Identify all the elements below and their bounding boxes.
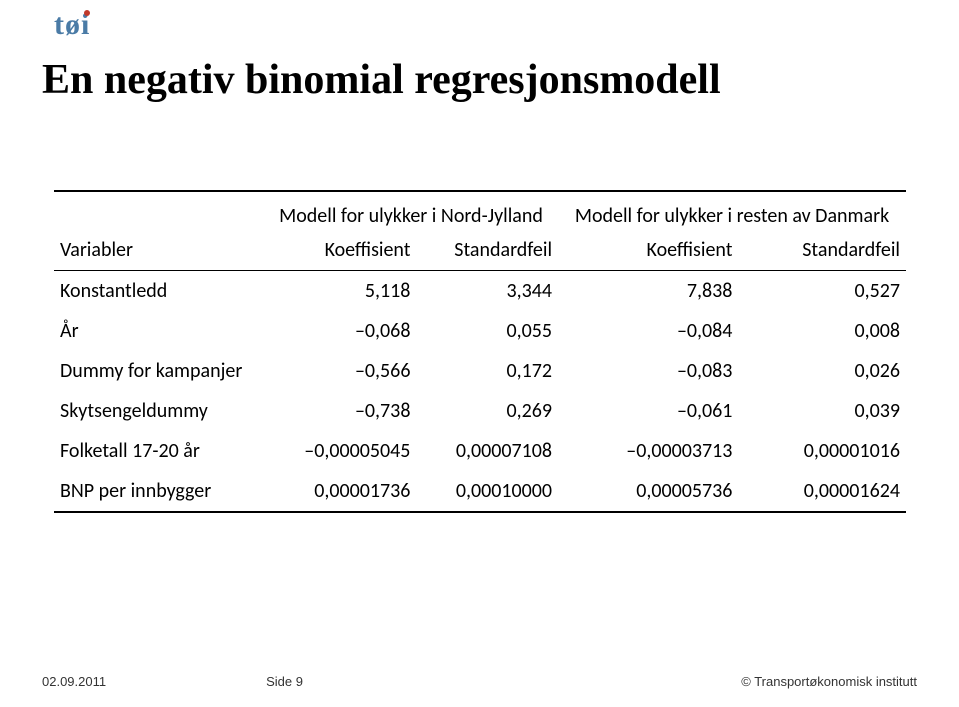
cell: 0,00010000: [416, 471, 558, 512]
cell: 7,838: [558, 271, 738, 312]
group-header-empty: [54, 191, 264, 230]
cell: 5,118: [264, 271, 416, 312]
row-label: Skytsengeldummy: [54, 391, 264, 431]
row-label: Dummy for kampanjer: [54, 351, 264, 391]
row-label: BNP per innbygger: [54, 471, 264, 512]
cell: 0,527: [738, 271, 906, 312]
cell: 0,172: [416, 351, 558, 391]
table-group-header-row: Modell for ulykker i Nord-Jylland Modell…: [54, 191, 906, 230]
cell: –0,566: [264, 351, 416, 391]
footer-date: 02.09.2011: [42, 674, 106, 689]
table-row: Folketall 17-20 år –0,00005045 0,0000710…: [54, 431, 906, 471]
row-label: Konstantledd: [54, 271, 264, 312]
group-header-resten-danmark: Modell for ulykker i resten av Danmark: [558, 191, 906, 230]
col-header-koef-1: Koeffisient: [264, 230, 416, 271]
cell: 0,00007108: [416, 431, 558, 471]
table-row: BNP per innbygger 0,00001736 0,00010000 …: [54, 471, 906, 512]
col-header-variabler: Variabler: [54, 230, 264, 271]
table-col-header-row: Variabler Koeffisient Standardfeil Koeff…: [54, 230, 906, 271]
cell: –0,084: [558, 311, 738, 351]
cell: 0,00001624: [738, 471, 906, 512]
cell: 0,039: [738, 391, 906, 431]
table-row: Dummy for kampanjer –0,566 0,172 –0,083 …: [54, 351, 906, 391]
cell: –0,083: [558, 351, 738, 391]
slide-title: En negativ binomial regresjonsmodell: [42, 56, 721, 104]
cell: 0,00001736: [264, 471, 416, 512]
table-row: Konstantledd 5,118 3,344 7,838 0,527: [54, 271, 906, 312]
cell: 0,055: [416, 311, 558, 351]
cell: 0,00001016: [738, 431, 906, 471]
col-header-stdf-1: Standardfeil: [416, 230, 558, 271]
table-row: Skytsengeldummy –0,738 0,269 –0,061 0,03…: [54, 391, 906, 431]
cell: –0,061: [558, 391, 738, 431]
cell: –0,738: [264, 391, 416, 431]
cell: –0,068: [264, 311, 416, 351]
col-header-stdf-2: Standardfeil: [738, 230, 906, 271]
footer-copyright: © Transportøkonomisk institutt: [741, 674, 917, 689]
logo: tøi: [54, 8, 90, 42]
table-row: År –0,068 0,055 –0,084 0,008: [54, 311, 906, 351]
cell: 0,026: [738, 351, 906, 391]
cell: 3,344: [416, 271, 558, 312]
slide-footer: 02.09.2011 Side 9 © Transportøkonomisk i…: [42, 674, 917, 689]
footer-page: Side 9: [266, 674, 303, 689]
cell: 0,269: [416, 391, 558, 431]
cell: 0,00005736: [558, 471, 738, 512]
row-label: Folketall 17-20 år: [54, 431, 264, 471]
regression-table: Modell for ulykker i Nord-Jylland Modell…: [54, 190, 906, 513]
cell: –0,00003713: [558, 431, 738, 471]
table-body: Konstantledd 5,118 3,344 7,838 0,527 År …: [54, 271, 906, 513]
row-label: År: [54, 311, 264, 351]
cell: –0,00005045: [264, 431, 416, 471]
col-header-koef-2: Koeffisient: [558, 230, 738, 271]
cell: 0,008: [738, 311, 906, 351]
group-header-nord-jylland: Modell for ulykker i Nord-Jylland: [264, 191, 558, 230]
